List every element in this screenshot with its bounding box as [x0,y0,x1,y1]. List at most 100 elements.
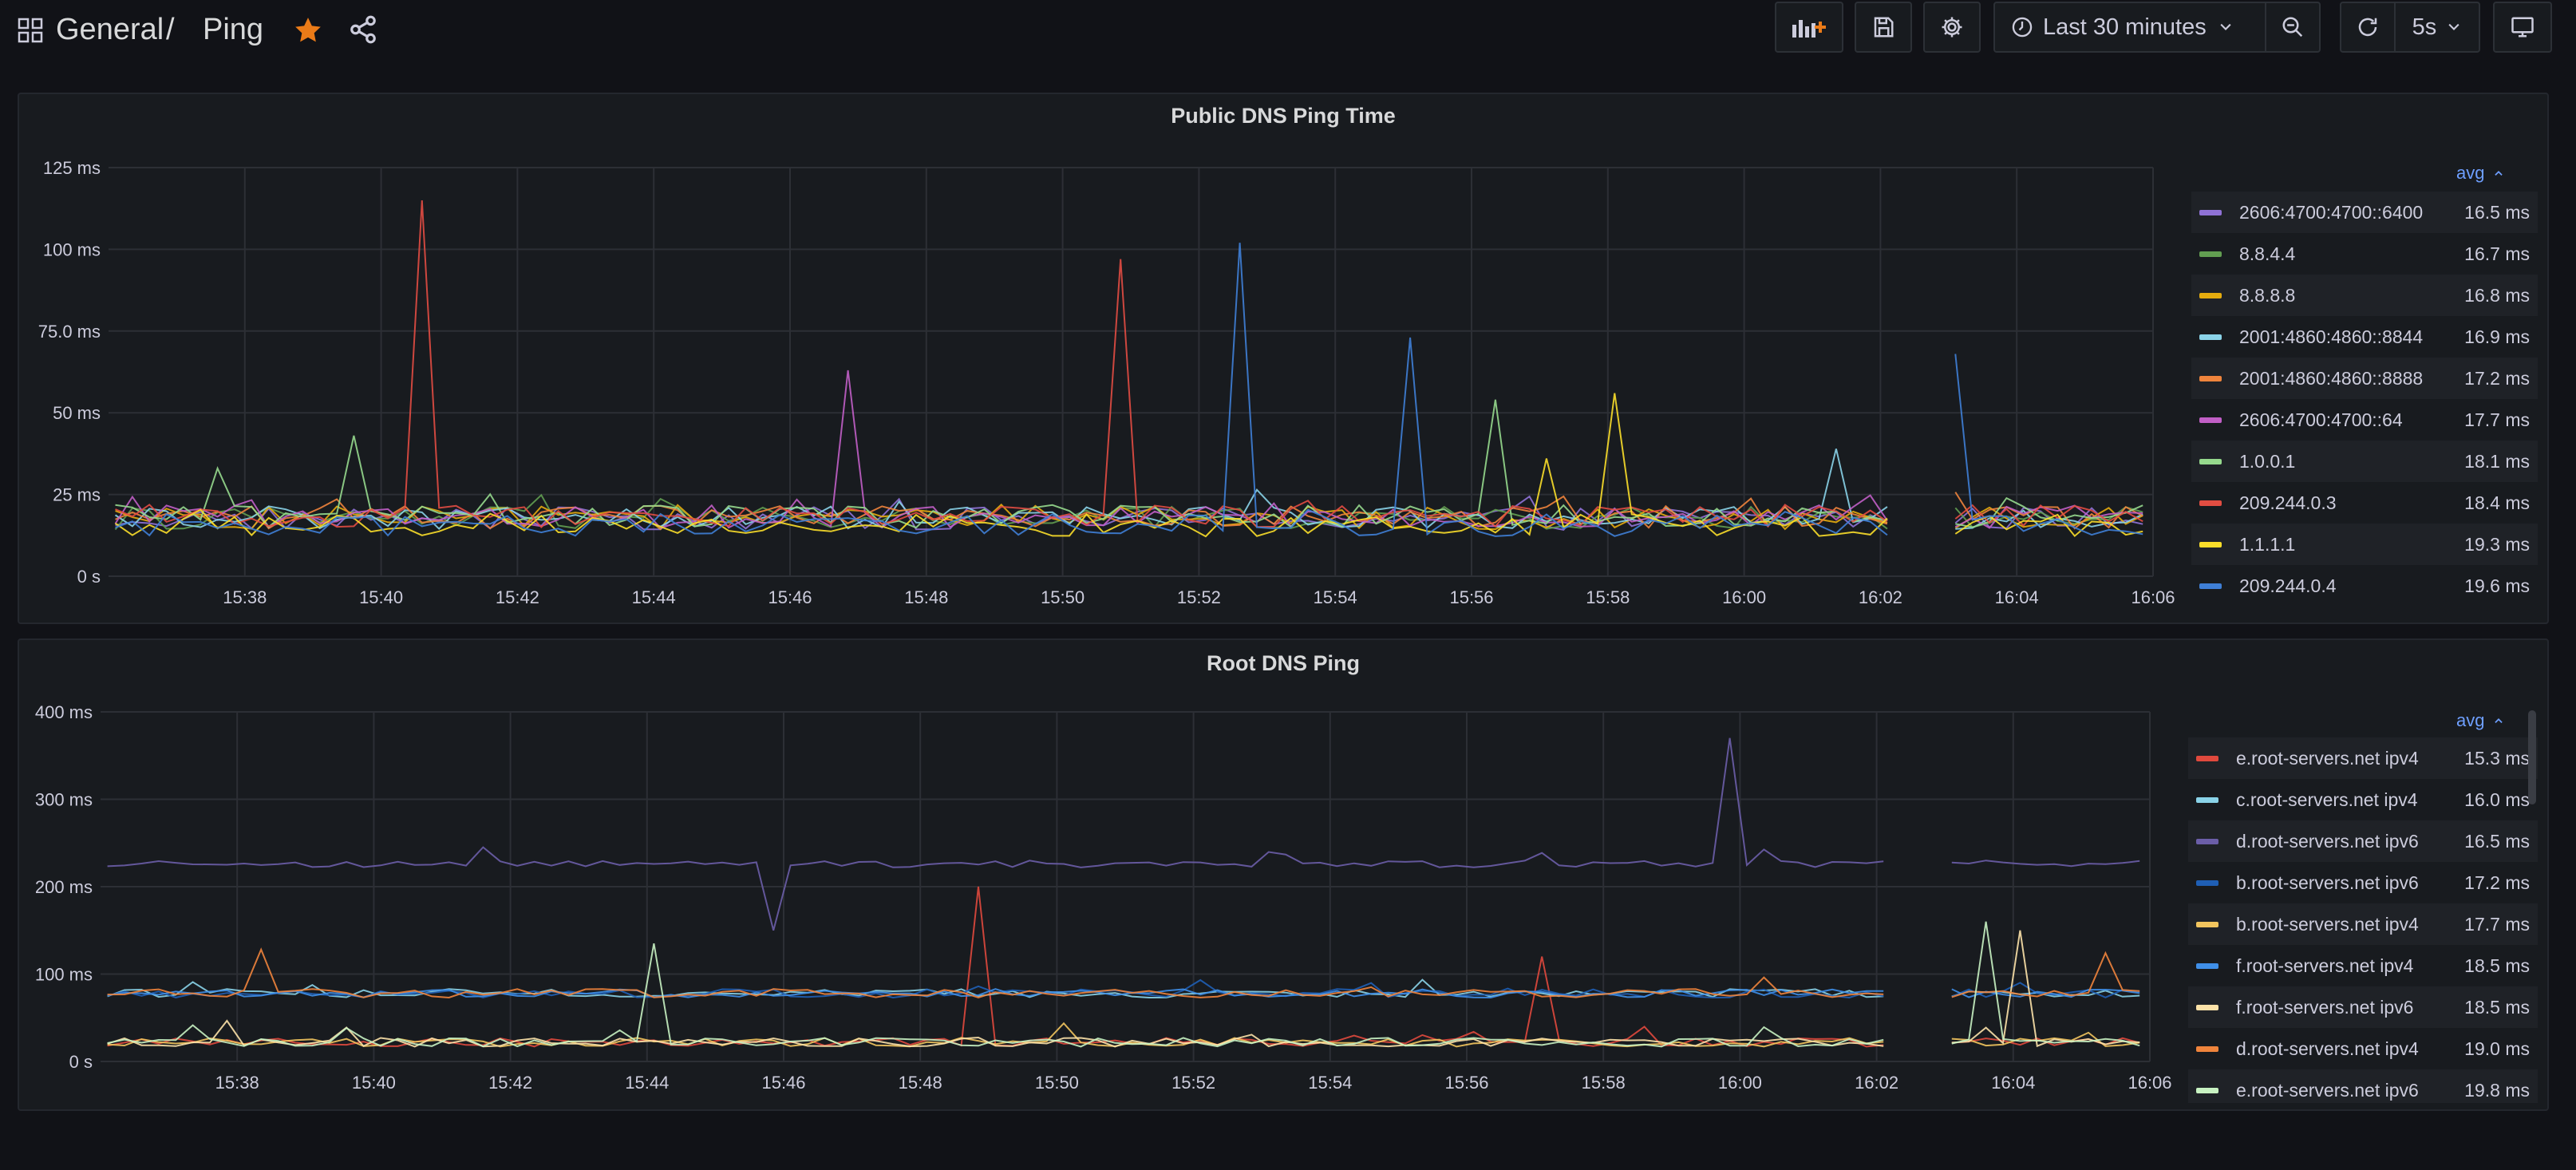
legend-sort-avg[interactable]: avg [2456,710,2504,731]
x-tick-label: 15:56 [1449,587,1493,607]
chevron-down-icon [2220,23,2231,30]
dashboard-settings-button[interactable] [1923,2,1981,53]
save-dashboard-button[interactable] [1855,2,1912,53]
series-line-segment [107,947,1884,999]
legend-swatch [2196,1087,2218,1093]
x-tick-label: 15:56 [1444,1073,1488,1093]
legend-series-name: 2606:4700:4700::6400 [2239,201,2424,223]
legend-item[interactable]: b.root-servers.net ipv6 17.2 ms [2188,862,2538,903]
legend-swatch [2199,541,2222,547]
x-tick-label: 15:46 [761,1073,805,1093]
legend-item[interactable]: f.root-servers.net ipv4 18.5 ms [2188,945,2538,986]
x-tick-label: 16:00 [1718,1073,1762,1093]
legend-avg-value: 19.3 ms [2464,533,2530,555]
x-tick-label: 15:48 [899,1073,942,1093]
x-tick-label: 15:44 [632,587,676,607]
legend-avg-value: 18.4 ms [2464,492,2530,513]
save-icon [1874,17,1894,38]
legend-avg-value: 19.6 ms [2464,575,2530,596]
legend-avg-value: 19.8 ms [2464,1079,2530,1101]
legend-item[interactable]: d.root-servers.net ipv4 19.0 ms [2188,1028,2538,1069]
public-dns-panel: Public DNS Ping Time 0 s 25 ms 50 ms 75.0 m… [18,93,2549,624]
x-tick-label: 15:40 [352,1073,396,1093]
legend-item[interactable]: e.root-servers.net ipv4 15.3 ms [2188,737,2538,779]
legend-scrollbar[interactable] [2528,710,2536,804]
legend-item[interactable]: 2606:4700:4700::6400 16.5 ms [2191,192,2538,233]
legend-item[interactable]: 2606:4700:4700::64 17.7 ms [2191,399,2538,441]
breadcrumb-dashboard[interactable]: Ping [203,13,264,46]
legend-item[interactable]: 2001:4860:4860::8888 17.2 ms [2191,358,2538,399]
series-line-segment [1951,930,2140,1048]
legend-item[interactable]: 8.8.4.4 16.7 ms [2191,233,2538,275]
legend-swatch [2199,292,2222,298]
chevron-down-icon [2448,23,2459,30]
y-tick-label: 0 s [77,567,101,587]
legend-item[interactable]: 8.8.8.8 16.8 ms [2191,275,2538,316]
monitor-icon [2511,17,2534,38]
kiosk-mode-button[interactable] [2493,2,2552,53]
series-line [115,503,2143,531]
root-dns-legend: e.root-servers.net ipv4 15.3 ms c.root-ser… [2188,737,2538,1103]
legend-swatch [2199,375,2222,381]
legend-swatch [2196,796,2218,803]
x-tick-label: 16:04 [1991,1073,2035,1093]
series-line-segment [107,978,1884,999]
refresh-interval-picker[interactable]: 5s [2394,2,2480,53]
public-dns-chart[interactable]: 0 s 25 ms 50 ms 75.0 ms 100 ms 125 ms 15:38 15:… [19,94,2550,626]
share-icon[interactable] [348,14,378,45]
series-line-segment [1954,504,2143,529]
breadcrumb-folder[interactable]: General [56,13,164,46]
panel-title[interactable]: Root DNS Ping [1207,651,1360,675]
y-tick-label: 300 ms [35,790,93,810]
time-picker-button[interactable]: Last 30 minutes [1993,2,2266,53]
legend-sort-avg[interactable]: avg [2456,163,2504,184]
legend-series-name: 2606:4700:4700::64 [2239,409,2403,430]
zoom-out-button[interactable] [2265,2,2321,53]
legend-item[interactable]: d.root-servers.net ipv6 16.5 ms [2188,820,2538,862]
legend-avg-value: 17.7 ms [2464,409,2530,430]
chevron-up-icon [2494,718,2503,723]
legend-item[interactable]: b.root-servers.net ipv4 17.7 ms [2188,903,2538,945]
legend-item[interactable]: 1.1.1.1 19.3 ms [2191,524,2538,565]
series-line-segment [1951,951,2140,998]
legend-avg-value: 16.9 ms [2464,326,2530,347]
series-line-segment [114,370,1888,529]
series-line [107,921,2140,1048]
x-tick-label: 15:58 [1582,1073,1626,1093]
x-tick-label: 16:00 [1722,587,1766,607]
refresh-interval-label: 5s [2412,14,2437,40]
legend-series-name: 2001:4860:4860::8844 [2239,326,2424,347]
legend-item[interactable]: 209.244.0.4 19.6 ms [2191,565,2538,607]
y-tick-label: 50 ms [53,403,101,423]
refresh-button[interactable] [2340,2,2396,53]
legend-item[interactable]: c.root-servers.net ipv4 16.0 ms [2188,779,2538,820]
legend-avg-value: 19.0 ms [2464,1038,2530,1059]
x-tick-label: 15:52 [1171,1073,1215,1093]
legend-avg-value: 18.5 ms [2464,996,2530,1018]
star-icon[interactable] [292,14,324,46]
add-panel-icon [1792,20,1826,38]
series-line-segment [115,399,1888,529]
series-line [107,947,2140,999]
legend-swatch [2199,417,2222,423]
legend-series-name: 1.0.0.1 [2239,450,2296,472]
x-tick-label: 15:54 [1314,587,1357,607]
legend-item[interactable]: 2001:4860:4860::8844 16.9 ms [2191,316,2538,358]
legend-avg-value: 16.8 ms [2464,284,2530,306]
gear-icon [1942,17,1962,38]
x-tick-label: 15:50 [1035,1073,1079,1093]
dashboard-grid-icon[interactable] [18,18,43,43]
x-tick-label: 15:42 [496,587,539,607]
legend-item[interactable]: 209.244.0.3 18.4 ms [2191,482,2538,524]
legend-item[interactable]: 1.0.0.1 18.1 ms [2191,441,2538,482]
legend-swatch [2199,458,2222,464]
add-panel-button[interactable] [1775,2,1843,53]
root-dns-chart[interactable]: 0 s 100 ms 200 ms 300 ms 400 ms 15:38 15:40 15:… [19,640,2550,1113]
legend-item[interactable]: e.root-servers.net ipv6 19.8 ms [2188,1069,2538,1103]
legend-swatch [2199,209,2222,215]
legend-swatch [2196,1045,2218,1052]
panel-title[interactable]: Public DNS Ping Time [1171,104,1396,128]
legend-avg-value: 16.5 ms [2464,830,2530,852]
legend-item[interactable]: f.root-servers.net ipv6 18.5 ms [2188,986,2538,1028]
legend-avg-value: 16.5 ms [2464,201,2530,223]
